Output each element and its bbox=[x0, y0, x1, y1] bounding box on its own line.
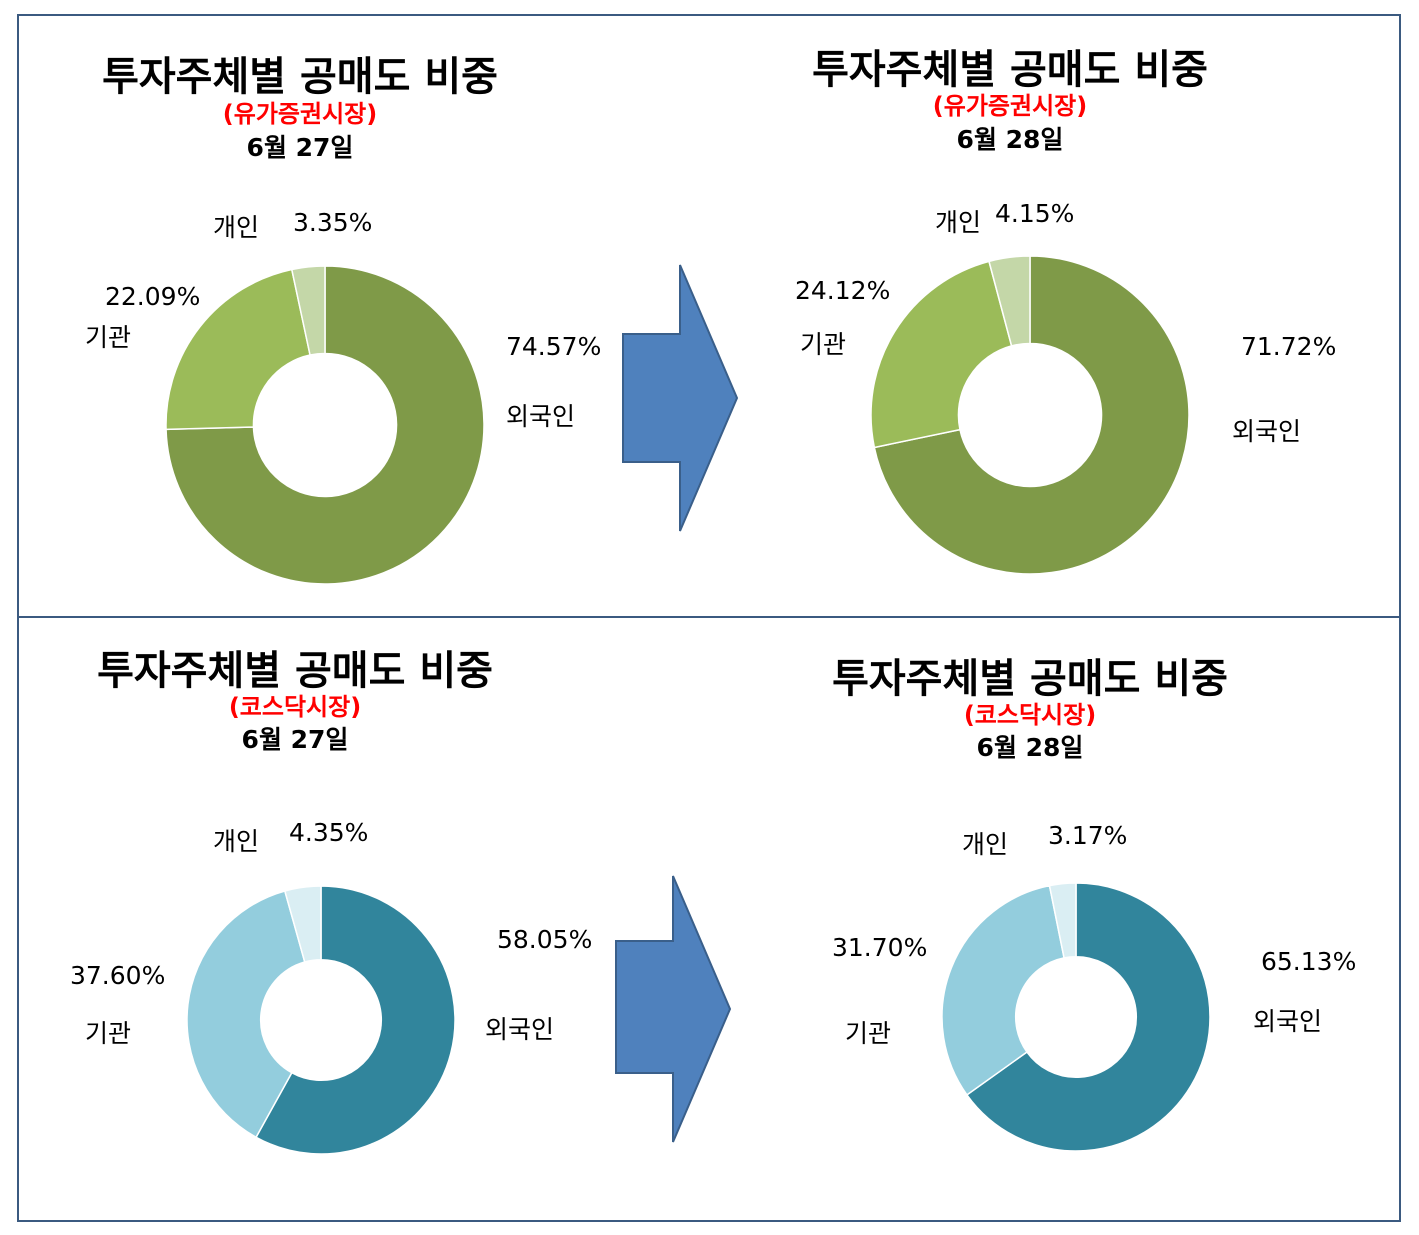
chart-subtitle: (유가증권시장) bbox=[222, 100, 378, 128]
arrow-right-icon bbox=[622, 264, 739, 532]
donut-slice-개인 bbox=[1048, 882, 1077, 959]
slice-value-institution: 22.09% bbox=[105, 282, 201, 311]
chart-date: 6월 28일 bbox=[976, 733, 1084, 762]
slice-label-institution: 기관 bbox=[800, 330, 847, 359]
slice-label-foreign: 외국인 bbox=[1232, 417, 1302, 446]
slice-value-institution: 31.70% bbox=[832, 933, 928, 962]
slice-label-institution: 기관 bbox=[845, 1019, 892, 1048]
chart-date: 6월 27일 bbox=[246, 133, 354, 162]
donut-chart bbox=[186, 885, 456, 1155]
slice-label-individual: 개인 bbox=[213, 827, 260, 856]
donut-chart bbox=[870, 255, 1190, 575]
slice-value-institution: 24.12% bbox=[795, 276, 891, 305]
chart-title: 투자주체별 공매도 비중 bbox=[832, 656, 1228, 702]
donut-slice-외국인 bbox=[873, 255, 1190, 575]
donut-slice-외국인 bbox=[255, 885, 456, 1155]
panel-kosdaq bbox=[17, 616, 1401, 1222]
slice-value-foreign: 65.13% bbox=[1261, 947, 1357, 976]
chart-subtitle: (코스닥시장) bbox=[228, 693, 362, 721]
chart-date: 6월 28일 bbox=[956, 125, 1064, 154]
chart-title: 투자주체별 공매도 비중 bbox=[812, 47, 1208, 93]
donut-slice-기관 bbox=[165, 268, 311, 431]
slice-label-individual: 개인 bbox=[962, 830, 1009, 859]
donut-slice-기관 bbox=[186, 890, 306, 1139]
arrow-right-icon bbox=[615, 875, 732, 1143]
donut-slice-개인 bbox=[988, 255, 1031, 347]
chart-title: 투자주체별 공매도 비중 bbox=[97, 648, 493, 694]
slice-label-foreign: 외국인 bbox=[1253, 1007, 1323, 1036]
donut-slice-외국인 bbox=[965, 882, 1211, 1152]
slice-value-foreign: 58.05% bbox=[497, 925, 593, 954]
slice-label-institution: 기관 bbox=[85, 1019, 132, 1048]
slice-value-individual: 3.17% bbox=[1048, 821, 1128, 850]
donut-slice-기관 bbox=[870, 260, 1013, 449]
donut-slice-외국인 bbox=[165, 265, 485, 585]
chart-title: 투자주체별 공매도 비중 bbox=[102, 54, 498, 100]
chart-date: 6월 27일 bbox=[241, 725, 349, 754]
donut-chart bbox=[165, 265, 485, 585]
slice-label-individual: 개인 bbox=[935, 208, 982, 237]
slice-value-institution: 37.60% bbox=[70, 961, 166, 990]
donut-slice-개인 bbox=[290, 265, 326, 356]
donut-slice-개인 bbox=[283, 885, 322, 963]
donut-chart bbox=[941, 882, 1211, 1152]
slice-value-foreign: 71.72% bbox=[1241, 332, 1337, 361]
slice-label-institution: 기관 bbox=[85, 323, 132, 352]
chart-subtitle: (유가증권시장) bbox=[932, 92, 1088, 120]
slice-label-foreign: 외국인 bbox=[485, 1015, 555, 1044]
donut-slice-기관 bbox=[941, 884, 1065, 1096]
slice-label-foreign: 외국인 bbox=[506, 402, 576, 431]
slice-value-individual: 3.35% bbox=[293, 208, 373, 237]
slice-value-individual: 4.15% bbox=[995, 199, 1075, 228]
chart-subtitle: (코스닥시장) bbox=[963, 701, 1097, 729]
slice-value-foreign: 74.57% bbox=[506, 332, 602, 361]
slice-value-individual: 4.35% bbox=[289, 818, 369, 847]
slice-label-individual: 개인 bbox=[213, 213, 260, 242]
